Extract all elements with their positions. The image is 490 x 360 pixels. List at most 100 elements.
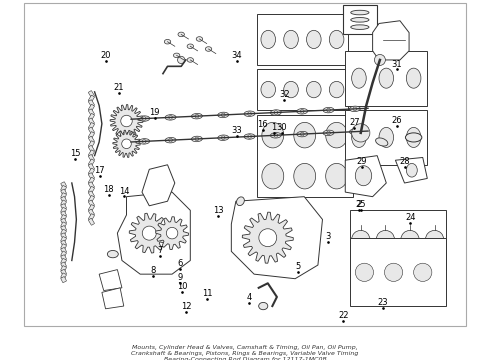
Circle shape: [221, 136, 225, 140]
Text: 15: 15: [70, 149, 80, 158]
Polygon shape: [345, 156, 386, 197]
Text: 7: 7: [157, 246, 163, 255]
Text: 33: 33: [232, 126, 243, 135]
Ellipse shape: [351, 10, 369, 15]
Circle shape: [195, 114, 199, 118]
Bar: [345, 110, 427, 165]
Circle shape: [169, 138, 172, 142]
FancyBboxPatch shape: [88, 145, 95, 152]
Bar: [345, 51, 427, 105]
Circle shape: [385, 263, 403, 282]
Text: 12: 12: [181, 302, 191, 311]
FancyBboxPatch shape: [61, 269, 67, 275]
Ellipse shape: [307, 81, 321, 98]
Ellipse shape: [262, 163, 284, 189]
Polygon shape: [118, 192, 190, 274]
FancyBboxPatch shape: [61, 197, 67, 202]
Ellipse shape: [329, 30, 344, 49]
Text: 21: 21: [114, 83, 124, 92]
FancyBboxPatch shape: [88, 177, 95, 184]
Text: 16: 16: [258, 120, 268, 129]
Ellipse shape: [187, 58, 194, 62]
Circle shape: [221, 113, 225, 117]
Ellipse shape: [178, 32, 184, 37]
FancyBboxPatch shape: [88, 204, 95, 212]
Ellipse shape: [379, 68, 393, 88]
FancyBboxPatch shape: [88, 191, 95, 198]
Circle shape: [248, 135, 251, 138]
FancyBboxPatch shape: [61, 222, 67, 228]
FancyBboxPatch shape: [88, 195, 95, 202]
Circle shape: [374, 54, 385, 66]
Ellipse shape: [237, 197, 245, 206]
Polygon shape: [113, 130, 140, 157]
FancyBboxPatch shape: [61, 182, 67, 188]
Ellipse shape: [218, 112, 229, 118]
FancyBboxPatch shape: [61, 251, 67, 257]
Text: 20: 20: [100, 51, 111, 60]
FancyBboxPatch shape: [88, 100, 95, 107]
Text: 27: 27: [349, 118, 360, 127]
Circle shape: [122, 139, 131, 149]
FancyBboxPatch shape: [88, 186, 95, 193]
Ellipse shape: [349, 129, 360, 134]
FancyBboxPatch shape: [61, 218, 67, 224]
Ellipse shape: [261, 81, 275, 98]
FancyBboxPatch shape: [61, 244, 67, 250]
Ellipse shape: [164, 40, 171, 44]
FancyBboxPatch shape: [88, 150, 95, 157]
Ellipse shape: [270, 110, 281, 115]
FancyBboxPatch shape: [61, 200, 67, 206]
Text: 6: 6: [177, 259, 183, 268]
Text: 25: 25: [356, 200, 367, 209]
FancyBboxPatch shape: [61, 193, 67, 199]
Ellipse shape: [297, 131, 308, 137]
Circle shape: [195, 137, 199, 141]
Bar: [350, 238, 445, 306]
FancyBboxPatch shape: [61, 204, 67, 210]
Circle shape: [355, 263, 373, 282]
FancyBboxPatch shape: [88, 159, 95, 166]
Ellipse shape: [139, 116, 149, 121]
Ellipse shape: [294, 163, 316, 189]
FancyBboxPatch shape: [61, 185, 67, 192]
Ellipse shape: [218, 135, 229, 140]
FancyBboxPatch shape: [61, 211, 67, 217]
Ellipse shape: [192, 136, 202, 142]
FancyBboxPatch shape: [61, 226, 67, 231]
FancyBboxPatch shape: [61, 255, 67, 261]
Text: 11: 11: [202, 289, 212, 298]
Ellipse shape: [379, 127, 393, 148]
Text: 4: 4: [247, 293, 252, 302]
Ellipse shape: [352, 127, 366, 148]
Circle shape: [376, 230, 394, 249]
FancyBboxPatch shape: [88, 113, 95, 120]
Circle shape: [259, 229, 277, 247]
FancyBboxPatch shape: [88, 132, 95, 139]
Bar: [257, 69, 348, 110]
FancyBboxPatch shape: [88, 209, 95, 216]
Bar: [257, 14, 348, 64]
FancyBboxPatch shape: [88, 154, 95, 161]
Text: 28: 28: [399, 157, 410, 166]
Ellipse shape: [323, 107, 334, 113]
FancyBboxPatch shape: [61, 233, 67, 239]
FancyBboxPatch shape: [88, 182, 95, 189]
Polygon shape: [372, 21, 409, 60]
FancyBboxPatch shape: [61, 262, 67, 268]
FancyBboxPatch shape: [61, 237, 67, 243]
Circle shape: [425, 230, 444, 249]
Ellipse shape: [376, 138, 388, 146]
Ellipse shape: [329, 81, 344, 98]
Text: 30: 30: [276, 122, 287, 131]
Ellipse shape: [307, 30, 321, 49]
Circle shape: [352, 124, 370, 142]
Circle shape: [300, 132, 304, 136]
Text: 10: 10: [177, 282, 188, 291]
Text: 24: 24: [405, 213, 416, 222]
FancyBboxPatch shape: [61, 258, 67, 264]
Ellipse shape: [244, 111, 255, 117]
FancyBboxPatch shape: [61, 229, 67, 235]
Ellipse shape: [326, 122, 347, 148]
Ellipse shape: [196, 37, 202, 41]
